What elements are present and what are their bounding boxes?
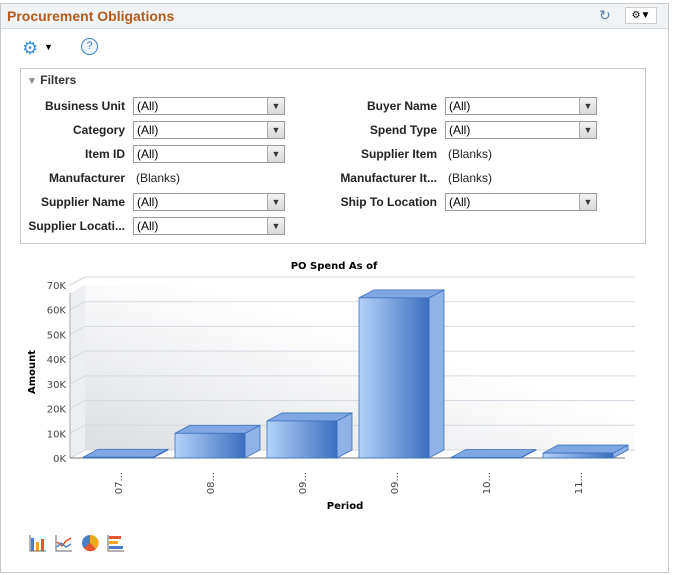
chevron-down-icon[interactable]: ▼ xyxy=(267,218,284,234)
filter-label: Manufacturer It... xyxy=(340,171,437,185)
pagelet-settings-button[interactable]: ⚙▼ xyxy=(625,7,657,24)
line-chart-icon[interactable] xyxy=(55,534,73,555)
filter-select[interactable]: (All) ▼ xyxy=(133,121,285,139)
help-icon[interactable]: ? xyxy=(81,38,98,55)
filter-select[interactable]: (All) ▼ xyxy=(445,193,597,211)
filter-select-value: (All) xyxy=(449,195,471,209)
filter-select-value: (All) xyxy=(137,147,159,161)
filter-value: (Blanks) xyxy=(136,171,181,185)
bar-chart-icon[interactable] xyxy=(29,534,47,555)
chevron-down-icon[interactable]: ▼ xyxy=(579,122,596,138)
horizontal-bar-chart-icon[interactable] xyxy=(107,534,125,555)
chevron-down-icon[interactable]: ▼ xyxy=(579,194,596,210)
filter-label: Supplier Name xyxy=(40,195,125,209)
filter-label: Category xyxy=(72,123,125,137)
filter-label: Item ID xyxy=(84,147,125,161)
chevron-down-icon[interactable]: ▼ xyxy=(267,146,284,162)
filter-select[interactable]: (All) ▼ xyxy=(133,193,285,211)
filter-select-value: (All) xyxy=(137,123,159,137)
filters-panel: ▼ Filters xyxy=(20,68,646,244)
chevron-down-icon[interactable]: ▼ xyxy=(44,42,53,52)
filter-label: Ship To Location xyxy=(340,195,437,209)
filter-select[interactable]: (All) ▼ xyxy=(133,145,285,163)
chevron-down-icon[interactable]: ▼ xyxy=(579,98,596,114)
filter-label: Supplier Locati... xyxy=(28,219,125,233)
pie-chart-icon[interactable] xyxy=(81,534,99,555)
pagelet-header: Procurement Obligations ↻ ⚙▼ xyxy=(1,4,668,29)
filter-select-value: (All) xyxy=(449,99,471,113)
filter-value: (Blanks) xyxy=(448,147,493,161)
filter-label: Manufacturer xyxy=(48,171,125,185)
filter-label: Supplier Item xyxy=(360,147,437,161)
filter-select[interactable]: (All) ▼ xyxy=(133,217,285,235)
filter-select[interactable]: (All) ▼ xyxy=(133,97,285,115)
filters-toggle[interactable]: ▼ Filters xyxy=(27,73,76,87)
pagelet-title: Procurement Obligations xyxy=(7,8,175,24)
filter-select-value: (All) xyxy=(137,219,159,233)
filter-label: Buyer Name xyxy=(366,99,437,113)
chevron-down-icon[interactable]: ▼ xyxy=(267,122,284,138)
filter-select-value: (All) xyxy=(449,123,471,137)
filters-title: Filters xyxy=(40,73,77,87)
filter-select[interactable]: (All) ▼ xyxy=(445,97,597,115)
filter-label: Spend Type xyxy=(369,123,437,137)
filter-select-value: (All) xyxy=(137,195,159,209)
filter-label: Business Unit xyxy=(44,99,125,113)
filter-value: (Blanks) xyxy=(448,171,493,185)
chevron-down-icon[interactable]: ▼ xyxy=(267,194,284,210)
collapse-triangle-icon: ▼ xyxy=(27,76,37,87)
gear-icon[interactable]: ⚙ xyxy=(22,38,39,58)
filter-select[interactable]: (All) ▼ xyxy=(445,121,597,139)
pagelet: Procurement Obligations ↻ ⚙▼ xyxy=(0,3,669,573)
refresh-icon[interactable]: ↻ xyxy=(599,7,611,23)
filter-select-value: (All) xyxy=(137,99,159,113)
chevron-down-icon[interactable]: ▼ xyxy=(267,98,284,114)
